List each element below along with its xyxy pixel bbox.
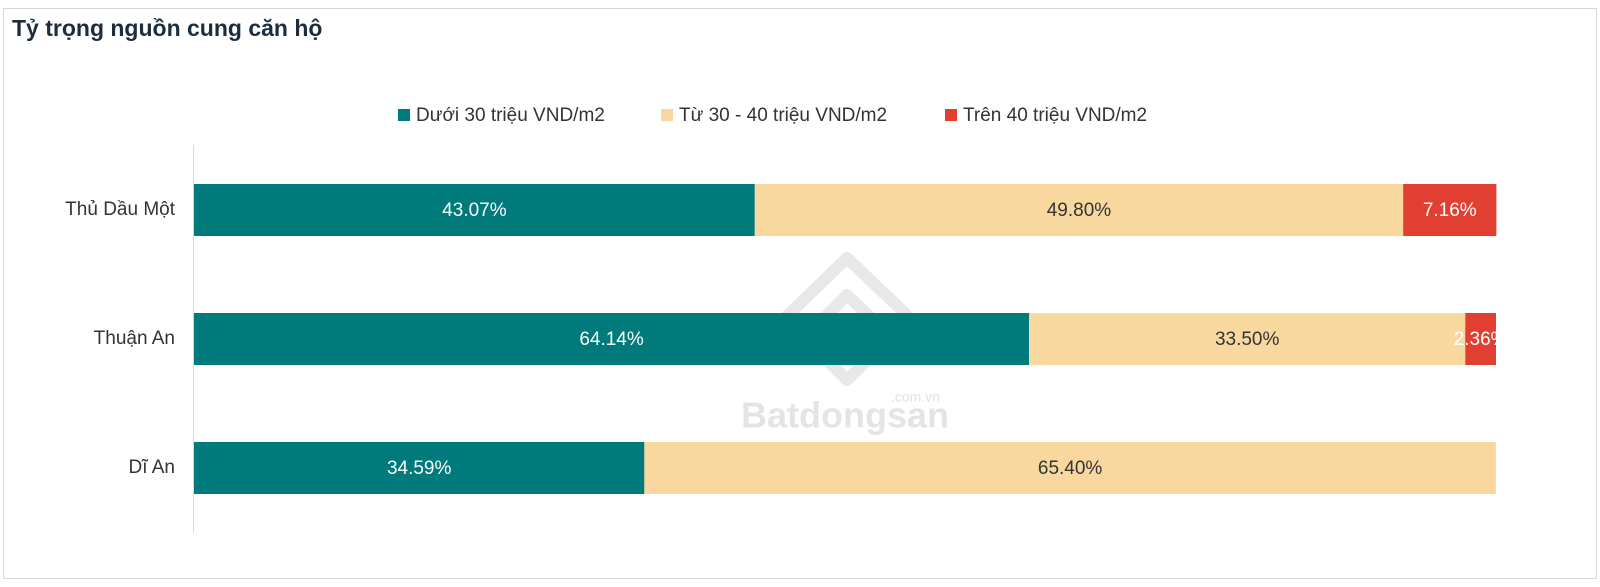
data-label: 33.50% bbox=[1215, 329, 1280, 350]
y-tick-label: Thuận An bbox=[94, 328, 175, 349]
chart-title: Tỷ trọng nguồn cung căn hộ bbox=[12, 15, 322, 41]
data-label: 49.80% bbox=[1047, 200, 1112, 221]
bar-segment bbox=[194, 313, 1030, 365]
legend-label: Trên 40 triệu VND/m2 bbox=[963, 105, 1147, 126]
watermark: Batdongsan bbox=[741, 395, 949, 436]
data-label: 65.40% bbox=[1038, 458, 1103, 479]
y-tick-label: Thủ Dầu Một bbox=[65, 199, 176, 220]
watermark-sub: .com.vn bbox=[891, 389, 940, 405]
bar-segment bbox=[754, 184, 1404, 236]
bar-segment bbox=[194, 184, 755, 236]
data-label: 43.07% bbox=[442, 200, 507, 221]
bar-segment bbox=[1403, 184, 1497, 236]
y-tick-label: Dĩ An bbox=[129, 457, 175, 478]
bar-segment bbox=[1465, 313, 1496, 365]
data-label: 34.59% bbox=[387, 458, 452, 479]
data-label: 64.14% bbox=[579, 329, 644, 350]
bar-segment bbox=[644, 442, 1496, 494]
bar-segment bbox=[1029, 313, 1466, 365]
legend-swatch bbox=[661, 109, 673, 121]
data-label: 7.16% bbox=[1423, 200, 1477, 221]
legend-swatch bbox=[945, 109, 957, 121]
bar-segment bbox=[194, 442, 645, 494]
legend-swatch bbox=[398, 109, 410, 121]
data-label: 2.36% bbox=[1454, 329, 1508, 350]
legend-label: Dưới 30 triệu VND/m2 bbox=[416, 105, 605, 126]
legend-label: Từ 30 - 40 triệu VND/m2 bbox=[679, 105, 887, 126]
